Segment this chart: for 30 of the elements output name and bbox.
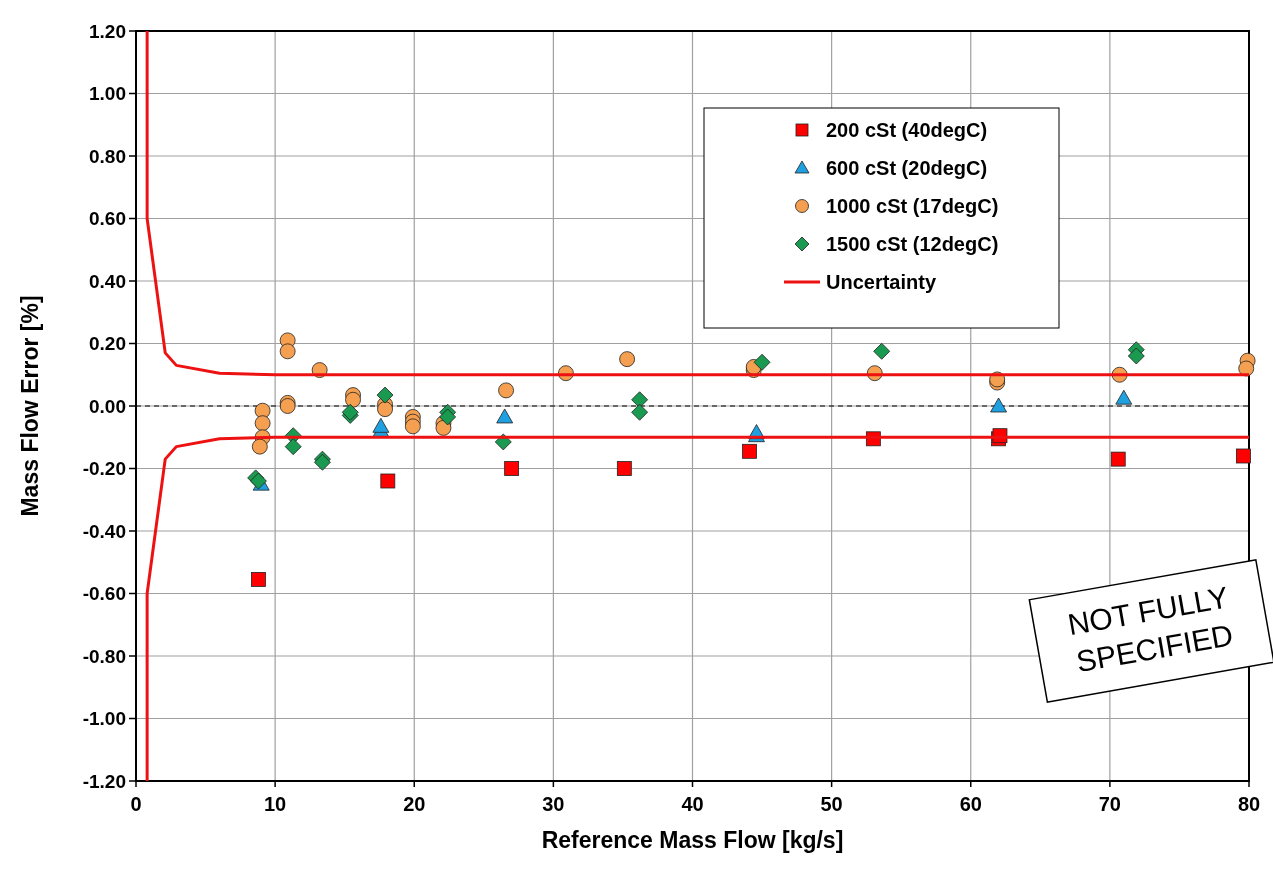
annotation: NOT FULLY SPECIFIED — [1065, 580, 1236, 679]
y-tick-label: 0.20 — [89, 333, 126, 355]
y-tick-label: 0.00 — [89, 395, 126, 417]
legend-label: 1500 cSt (12degC) — [826, 233, 999, 255]
y-tick-label: 1.20 — [89, 20, 126, 42]
y-tick-label: -1.20 — [82, 770, 126, 792]
y-tick-label: -0.80 — [82, 645, 126, 667]
y-tick-label: -0.20 — [82, 458, 126, 480]
legend-label: 1000 cSt (17degC) — [826, 195, 999, 217]
y-tick-label: -0.40 — [82, 520, 126, 542]
x-axis-title: Reference Mass Flow [kg/s] — [541, 827, 844, 853]
y-tick-label: 0.60 — [89, 208, 126, 230]
x-tick-label: 60 — [959, 793, 982, 815]
x-tick-label: 80 — [1237, 793, 1261, 815]
y-tick-label: 1.00 — [89, 83, 126, 105]
y-axis-title: Mass Flow Error [%] — [17, 295, 43, 517]
x-tick-label: 30 — [542, 793, 565, 815]
legend-label: 200 cSt (40degC) — [826, 119, 988, 141]
y-tick-label: 0.80 — [89, 145, 126, 167]
x-tick-label: 40 — [681, 793, 704, 815]
y-tick-label: 0.40 — [89, 270, 126, 292]
legend-label: Uncertainty — [826, 271, 937, 293]
x-tick-label: 70 — [1098, 793, 1121, 815]
y-tick-label: -1.00 — [82, 708, 126, 730]
x-tick-label: 0 — [130, 793, 142, 815]
x-tick-label: 10 — [264, 793, 287, 815]
y-tick-label: -0.60 — [82, 583, 126, 605]
x-tick-label: 20 — [403, 793, 426, 815]
legend-label: 600 cSt (20degC) — [826, 157, 988, 179]
x-tick-label: 50 — [820, 793, 843, 815]
